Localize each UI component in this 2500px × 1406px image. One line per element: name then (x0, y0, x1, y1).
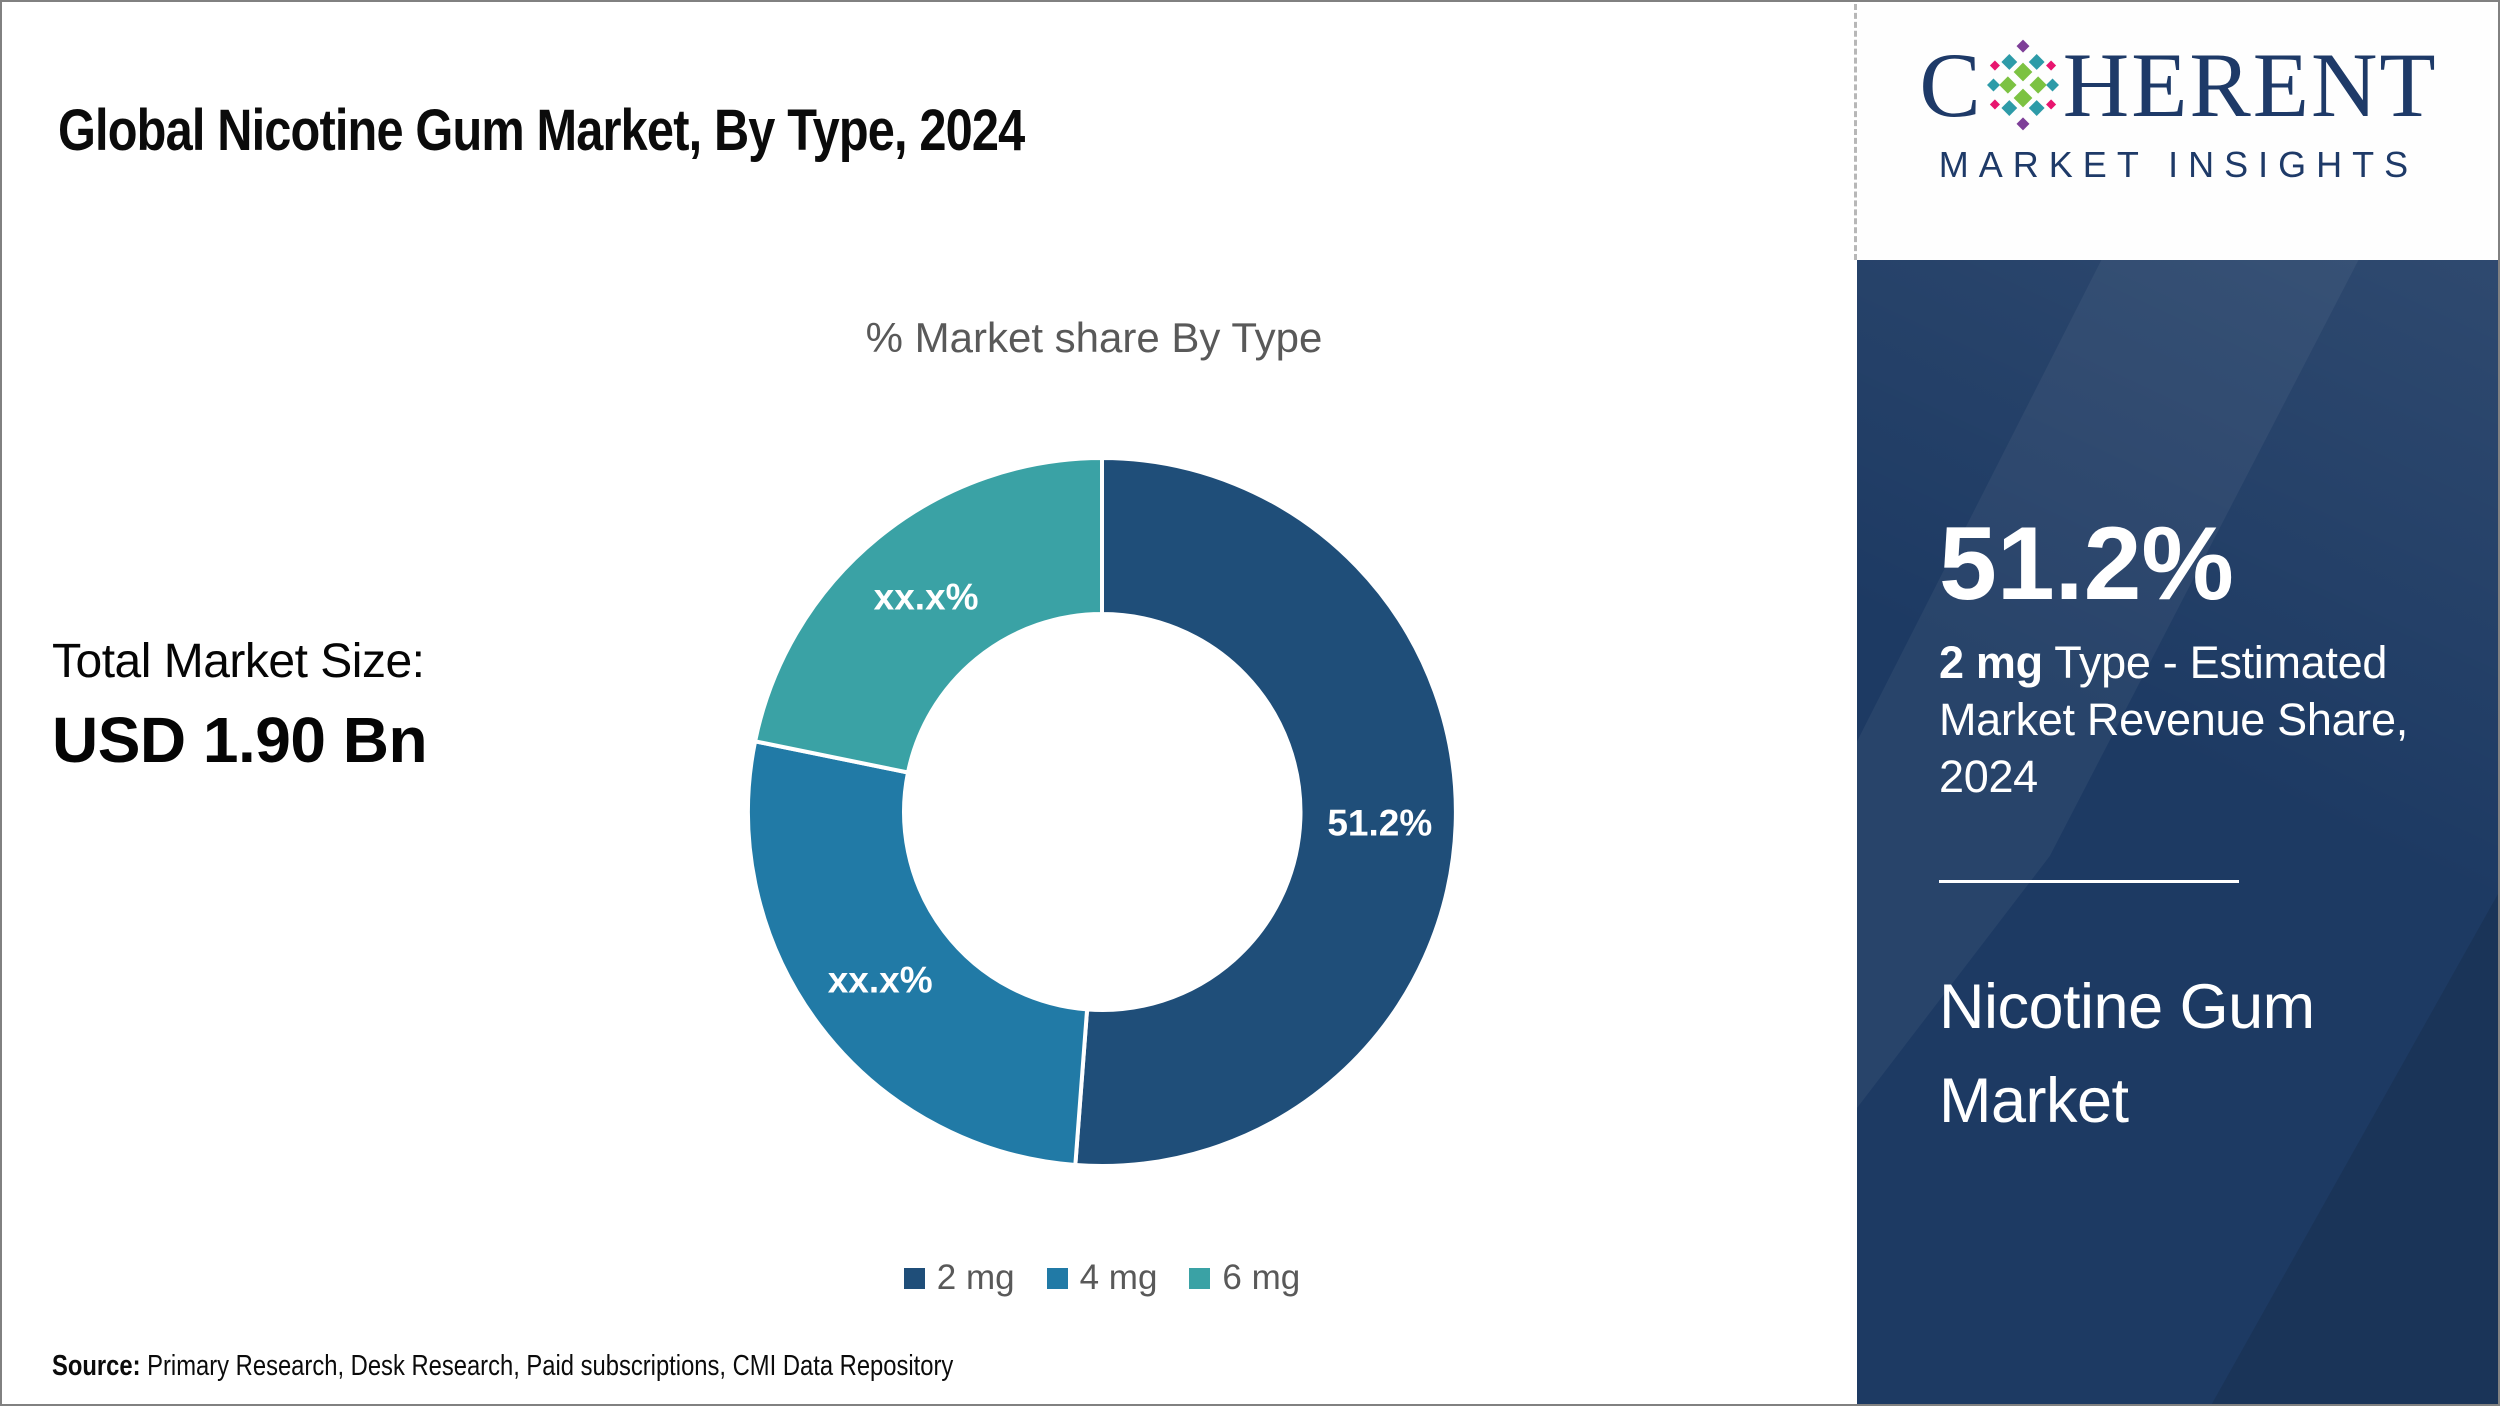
chart-legend: 2 mg 4 mg 6 mg (702, 1258, 1502, 1298)
legend-item-6-mg: 6 mg (1189, 1258, 1300, 1298)
legend-label: 4 mg (1079, 1258, 1158, 1297)
logo-area: C (1857, 4, 2498, 260)
donut-slice-label-4-mg: xx.x% (828, 960, 933, 1001)
logo-letter-c: C (1919, 34, 1983, 136)
panel-texture (1857, 260, 2498, 1404)
donut-slice-label-2-mg: 51.2% (1327, 803, 1432, 844)
donut-slice-2-mg (1073, 456, 1458, 1168)
logo-subtitle: MARKET INSIGHTS (1938, 144, 2419, 185)
report-market-name: Nicotine Gum Market (1939, 972, 2315, 1136)
total-market-size: Total Market Size: USD 1.90 Bn (52, 634, 428, 777)
total-market-size-label: Total Market Size: (52, 635, 425, 688)
donut-slice-6-mg (753, 456, 1104, 775)
donut-slice-label-6-mg: xx.x% (874, 577, 979, 618)
page-title: Global Nicotine Gum Market, By Type, 202… (58, 97, 1025, 163)
legend-item-4-mg: 4 mg (1046, 1258, 1158, 1298)
company-logo: C (1919, 38, 2437, 132)
legend-item-2-mg: 2 mg (903, 1258, 1015, 1298)
headline-stat-description: 2 mg Type - Estimated Market Revenue Sha… (1939, 634, 2431, 805)
total-market-size-value: USD 1.90 Bn (52, 704, 428, 776)
stat-description-rest: Type - Estimated Market Revenue Share, 2… (1939, 637, 2408, 802)
chart-title: % Market share By Type (865, 314, 1323, 361)
source-label: Source: (52, 1350, 141, 1382)
sidebar: C (1857, 4, 2498, 1404)
source-line: Source: Primary Research, Desk Research,… (52, 1350, 953, 1383)
logo-letters-herent: HERENT (2062, 34, 2438, 136)
logo-o-mosaic-icon (1986, 39, 2059, 131)
legend-label: 6 mg (1222, 1258, 1301, 1297)
donut-chart: 51.2% xx.x% xx.x% (746, 456, 1458, 1168)
stat-description-bold: 2 mg (1939, 637, 2043, 688)
vertical-dashed-divider (1854, 4, 1857, 260)
headline-stat-value: 51.2% (1939, 506, 2234, 622)
legend-label: 2 mg (936, 1258, 1015, 1297)
legend-swatch-icon (903, 1267, 925, 1289)
donut-slice-4-mg (746, 739, 1090, 1167)
legend-swatch-icon (1046, 1267, 1068, 1289)
sidebar-navy-panel: 51.2% 2 mg Type - Estimated Market Reven… (1857, 260, 2498, 1404)
horizontal-rule (1939, 880, 2239, 883)
legend-swatch-icon (1189, 1267, 1211, 1289)
source-text: Primary Research, Desk Research, Paid su… (140, 1350, 954, 1382)
